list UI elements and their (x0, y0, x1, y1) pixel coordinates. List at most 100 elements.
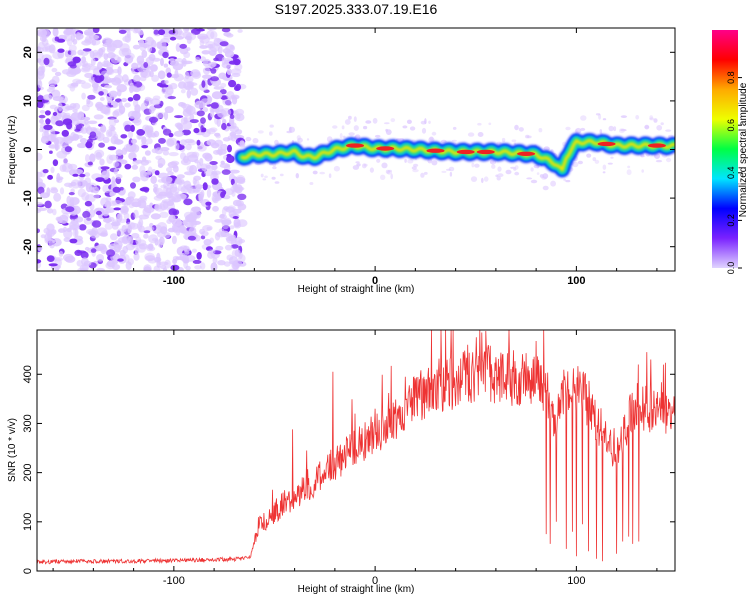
noise-blob (37, 80, 43, 89)
snr-x-axis-label: Height of straight line (km) (298, 584, 415, 595)
haze-blob (505, 169, 512, 175)
haze-blob (477, 122, 482, 126)
noise-blob (124, 102, 131, 108)
spectrogram-y-tick-label: 0 (22, 146, 34, 152)
noise-blob (154, 203, 166, 212)
noise-blob (112, 69, 120, 74)
noise-blob (92, 49, 99, 57)
haze-blob (550, 180, 556, 187)
noise-blob (209, 237, 214, 244)
noise-blob (173, 130, 184, 137)
noise-blob (208, 46, 217, 56)
noise-blob (143, 62, 149, 68)
noise-blob (72, 69, 81, 74)
noise-blob (221, 169, 231, 175)
haze-blob (666, 157, 672, 163)
noise-blob (57, 50, 65, 59)
noise-blob (153, 183, 159, 189)
noise-blob (132, 93, 141, 101)
noise-blob (168, 152, 179, 157)
noise-blob (214, 132, 221, 137)
haze-blob (424, 118, 427, 125)
noise-blob (230, 244, 239, 249)
noise-blob (81, 63, 91, 72)
noise-blob (138, 225, 146, 233)
noise-blob (219, 89, 227, 95)
haze-blob (451, 139, 457, 142)
colorbar-tick-label: 0.4 (726, 167, 736, 180)
noise-blob (110, 233, 118, 241)
noise-blob (176, 123, 183, 130)
haze-blob (602, 118, 607, 121)
noise-blob (66, 38, 73, 46)
noise-blob (205, 201, 212, 206)
haze-blob (620, 115, 628, 118)
noise-blob (89, 131, 97, 139)
noise-blob (52, 28, 59, 37)
noise-blob (194, 234, 201, 242)
haze-blob (245, 136, 252, 142)
noise-blob (133, 117, 142, 126)
noise-blob (99, 158, 105, 166)
haze-blob (386, 170, 392, 175)
noise-blob (70, 131, 77, 141)
noise-blob (170, 60, 179, 67)
noise-blob (58, 250, 64, 257)
noise-blob (144, 226, 155, 232)
haze-blob (413, 163, 419, 167)
haze-blob (526, 135, 532, 139)
haze-blob (598, 113, 602, 120)
haze-blob (599, 129, 603, 134)
noise-blob (37, 186, 45, 195)
noise-blob (232, 216, 239, 219)
snr-series-line (37, 330, 675, 565)
noise-blob (145, 56, 154, 66)
noise-blob (50, 89, 61, 99)
haze-blob (260, 173, 264, 178)
noise-blob (113, 119, 120, 123)
haze-blob (481, 177, 484, 184)
noise-blob (198, 191, 204, 201)
noise-blob (69, 220, 80, 230)
noise-blob (180, 89, 186, 94)
haze-blob (295, 173, 299, 179)
noise-blob (49, 150, 53, 154)
noise-blob (72, 108, 78, 113)
noise-blob (84, 200, 92, 207)
noise-blob (201, 230, 209, 237)
haze-blob (526, 177, 533, 180)
noise-blob (221, 28, 231, 33)
noise-blob (181, 184, 186, 191)
haze-blob (241, 141, 246, 146)
noise-blob (94, 194, 100, 199)
haze-blob (514, 171, 520, 176)
noise-blob (69, 238, 78, 244)
noise-blob (100, 166, 110, 170)
ridge-peak (517, 151, 536, 156)
noise-blob (39, 118, 44, 124)
noise-blob (186, 140, 197, 146)
haze-blob (344, 119, 351, 125)
haze-blob (533, 164, 540, 169)
noise-blob (106, 154, 114, 164)
noise-blob (149, 98, 161, 106)
spectrogram-x-tick-label: 100 (567, 275, 585, 287)
noise-blob (95, 210, 102, 216)
noise-blob (54, 71, 62, 77)
noise-blob (123, 143, 133, 153)
noise-blob (153, 29, 159, 35)
noise-blob (161, 87, 169, 95)
noise-blob (163, 232, 171, 239)
noise-blob (162, 150, 169, 156)
noise-blob (74, 128, 81, 132)
noise-blob (63, 182, 73, 187)
noise-blob (183, 198, 193, 206)
noise-blob (48, 239, 56, 249)
noise-blob (100, 170, 110, 180)
noise-blob (52, 96, 64, 102)
noise-blob (224, 244, 233, 251)
haze-blob (274, 181, 280, 184)
noise-blob (85, 194, 96, 203)
